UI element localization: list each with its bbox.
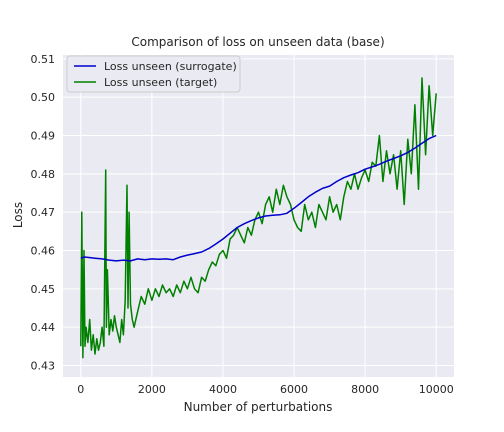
x-axis-label: Number of perturbations xyxy=(184,400,333,414)
y-tick-label: 0.50 xyxy=(31,91,56,104)
series-line-target xyxy=(80,77,437,359)
chart-title: Comparison of loss on unseen data (base) xyxy=(131,35,384,49)
plot-area xyxy=(63,55,454,377)
y-tick-label: 0.51 xyxy=(31,53,56,66)
series-layer xyxy=(80,77,437,359)
y-axis-ticks: 0.43 0.44 0.45 0.46 0.47 0.48 0.49 0.50 0.51 xyxy=(31,53,56,373)
x-tick-label: 10000 xyxy=(419,383,454,396)
legend-label-surrogate: Loss unseen (surrogate) xyxy=(104,60,237,73)
x-axis-ticks: 0 2000 4000 6000 8000 10000 xyxy=(77,383,453,396)
y-tick-label: 0.46 xyxy=(31,245,56,258)
legend: Loss unseen (surrogate) Loss unseen (tar… xyxy=(66,55,241,93)
y-tick-label: 0.47 xyxy=(31,206,56,219)
x-tick-label: 4000 xyxy=(209,383,237,396)
x-tick-label: 0 xyxy=(77,383,84,396)
y-axis-label: Loss xyxy=(11,202,25,228)
series-line-surrogate xyxy=(80,134,437,262)
y-tick-label: 0.49 xyxy=(31,130,56,143)
y-tick-label: 0.45 xyxy=(31,283,56,296)
x-tick-label: 8000 xyxy=(351,383,379,396)
legend-label-target: Loss unseen (target) xyxy=(104,76,217,89)
y-tick-label: 0.48 xyxy=(31,168,56,181)
y-tick-label: 0.44 xyxy=(31,321,56,334)
legend-box xyxy=(66,55,241,93)
x-tick-label: 2000 xyxy=(138,383,166,396)
x-tick-label: 6000 xyxy=(280,383,308,396)
y-tick-label: 0.43 xyxy=(31,360,56,373)
